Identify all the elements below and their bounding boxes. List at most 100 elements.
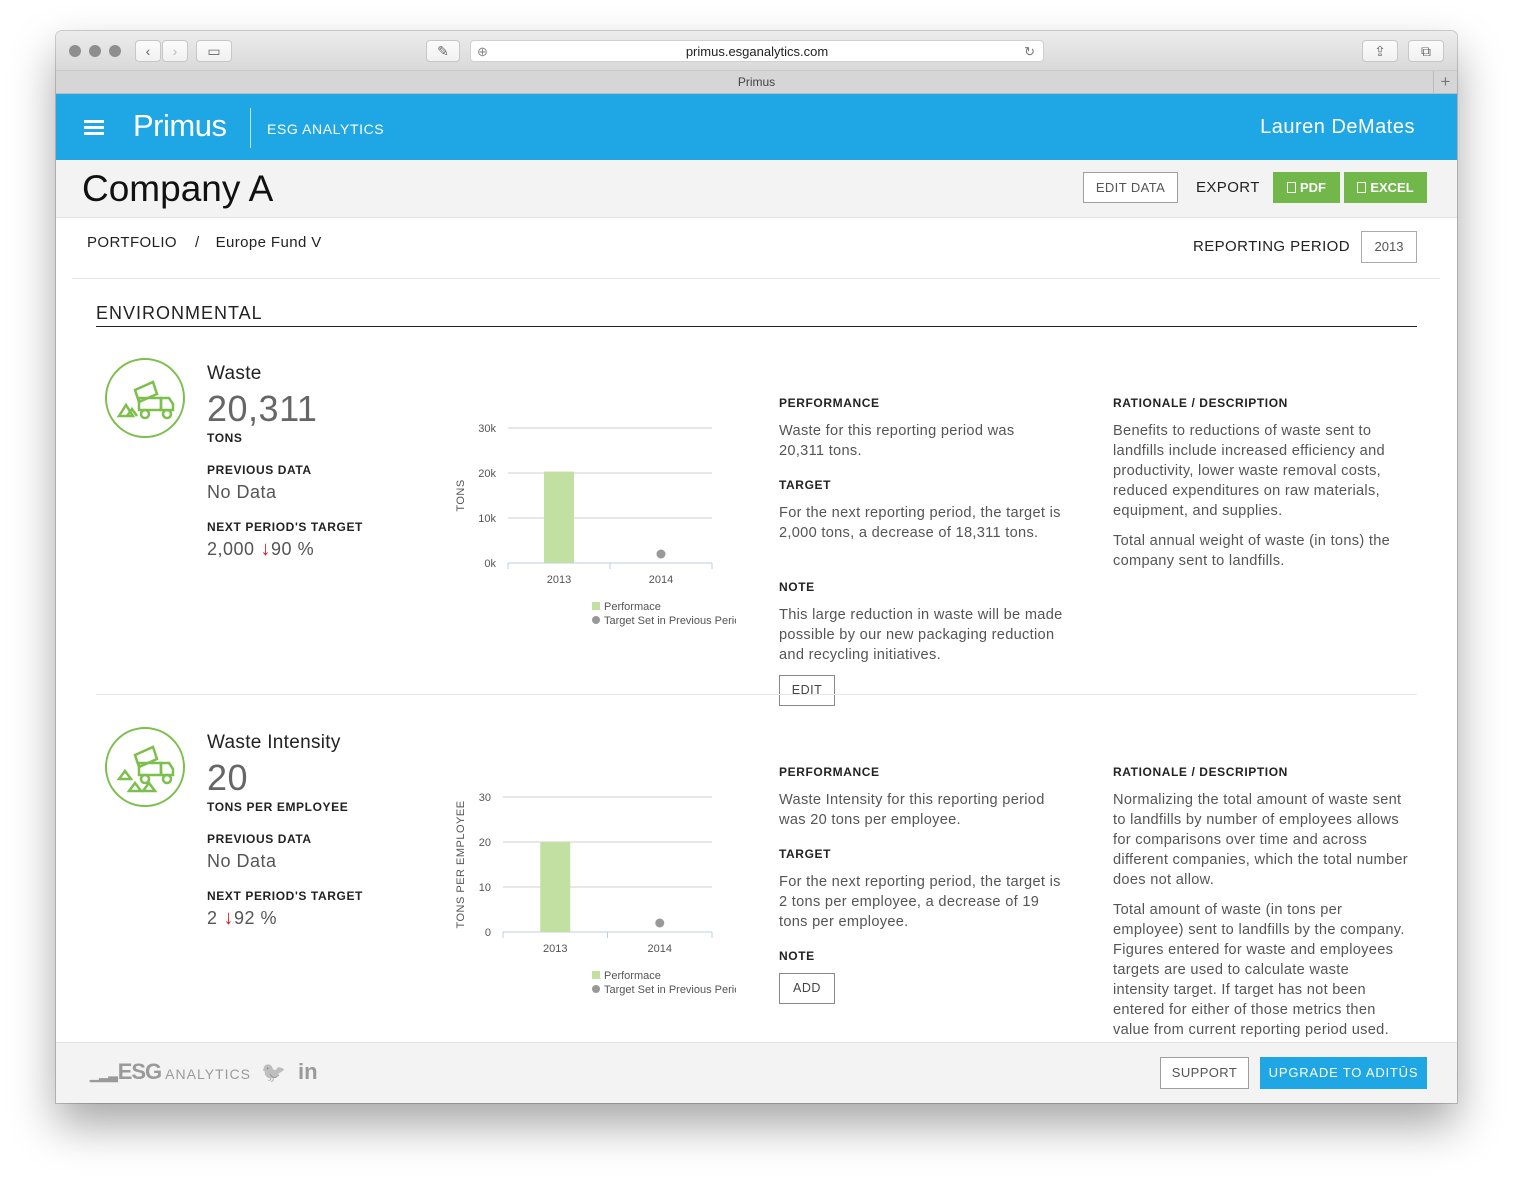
previous-data-value: No Data (207, 851, 277, 871)
legend-label: Target Set in Previous Period (604, 615, 736, 627)
note-text: This large reduction in waste will be ma… (779, 607, 1063, 663)
x-tick-label: 2013 (547, 574, 571, 586)
legend-label: Target Set in Previous Period (604, 984, 736, 996)
close-window-button[interactable] (69, 45, 81, 57)
y-axis-label: TONS PER EMPLOYEE (455, 800, 467, 928)
metric-unit: TONS PER EMPLOYEE (207, 800, 349, 814)
url-text: primus.esganalytics.com (685, 44, 829, 59)
export-pdf-button[interactable]: PDF (1273, 172, 1340, 203)
forward-button[interactable]: › (162, 40, 188, 62)
tabs-overview-button[interactable]: ⧉ (1408, 40, 1444, 62)
waste-intensity-icon (105, 727, 185, 807)
next-target-value: 2 (207, 908, 218, 928)
address-bar[interactable]: ⊕ primus.esganalytics.com ↻ (470, 40, 1044, 62)
waste-truck-icon (105, 358, 185, 438)
metric-value: 20 (207, 757, 249, 798)
next-target-change: 92 % (234, 908, 278, 928)
metric-name: Waste (207, 363, 262, 384)
performance-text: Waste Intensity for this reporting perio… (779, 792, 1045, 828)
next-target-label: NEXT PERIOD'S TARGET (207, 520, 363, 534)
performance-text: Waste for this reporting period was 20,3… (779, 423, 1015, 459)
y-tick-label: 0 (485, 927, 491, 939)
y-axis-label: TONS (455, 479, 467, 511)
section-title: ENVIRONMENTAL (96, 303, 263, 323)
target-text: For the next reporting period, the targe… (779, 874, 1061, 930)
linkedin-icon[interactable]: in (298, 1059, 318, 1084)
add-note-button[interactable]: ADD (779, 973, 835, 1004)
rationale-description: Total annual weight of waste (in tons) t… (1113, 533, 1391, 569)
new-tab-button[interactable]: + (1433, 71, 1457, 93)
rationale-heading: RATIONALE / DESCRIPTION (1113, 396, 1288, 410)
target-heading: TARGET (779, 847, 832, 861)
y-tick-label: 10k (478, 513, 496, 525)
back-button[interactable]: ‹ (135, 40, 161, 62)
app-header: Primus ESG ANALYTICS Lauren DeMates (56, 94, 1457, 160)
brand-logo[interactable]: Primus (133, 108, 227, 143)
legend-swatch (592, 971, 600, 979)
next-target-row: 2 ↓92 % (207, 908, 277, 929)
plus-circle-icon: ⊕ (477, 44, 488, 59)
support-button[interactable]: SUPPORT (1160, 1057, 1249, 1089)
next-target-change: 90 % (271, 539, 315, 559)
edit-note-button[interactable]: EDIT (779, 675, 835, 706)
browser-window: ‹ › ▭ ✎ ⊕ primus.esganalytics.com ↻ ⇪ ⧉ … (56, 31, 1457, 1103)
reader-button[interactable]: ✎ (426, 40, 460, 62)
twitter-icon[interactable]: 🐦 (261, 1062, 286, 1084)
section-divider (96, 326, 1417, 327)
breadcrumb-current: Europe Fund V (215, 234, 322, 251)
bar-2013 (540, 842, 571, 932)
breadcrumb-separator: / (195, 234, 200, 251)
note-heading: NOTE (779, 580, 815, 594)
logo-bars-icon: ▁▂▃ (90, 1068, 118, 1082)
legend-swatch (592, 616, 600, 624)
previous-data-value: No Data (207, 482, 277, 502)
brand-subtitle: ESG ANALYTICS (267, 121, 385, 137)
breadcrumb: PORTFOLIO / Europe Fund V (87, 234, 322, 251)
tab-bar: Primus + (56, 71, 1457, 94)
pdf-file-icon (1287, 182, 1296, 193)
rationale-heading: RATIONALE / DESCRIPTION (1113, 765, 1288, 779)
next-target-value: 2,000 (207, 539, 255, 559)
upgrade-button[interactable]: UPGRADE TO ADITŪS (1260, 1057, 1427, 1089)
brand-divider (250, 108, 251, 148)
rationale-description: Total amount of waste (in tons per emplo… (1113, 902, 1405, 1038)
y-tick-label: 20k (478, 468, 496, 480)
sidebar-toggle-button[interactable]: ▭ (196, 40, 232, 62)
reload-icon[interactable]: ↻ (1024, 44, 1035, 59)
rationale-text: Benefits to reductions of waste sent to … (1113, 423, 1385, 519)
target-heading: TARGET (779, 478, 832, 492)
metric-name: Waste Intensity (207, 732, 341, 753)
excel-file-icon (1357, 182, 1367, 193)
tab-title[interactable]: Primus (737, 75, 776, 89)
next-target-label: NEXT PERIOD'S TARGET (207, 889, 363, 903)
minimize-window-button[interactable] (89, 45, 101, 57)
arrow-down-icon: ↓ (223, 907, 235, 929)
esg-analytics-logo[interactable]: ▁▂▃ESG ANALYTICS (90, 1059, 251, 1085)
menu-icon[interactable] (84, 120, 104, 135)
metric-divider (96, 694, 1417, 695)
share-button[interactable]: ⇪ (1362, 40, 1398, 62)
arrow-down-icon: ↓ (260, 538, 272, 560)
company-header: Company A EDIT DATA EXPORT PDF EXCEL (56, 160, 1457, 218)
bar-2013 (544, 471, 574, 563)
performance-heading: PERFORMANCE (779, 396, 880, 410)
y-tick-label: 30k (478, 423, 496, 435)
user-name[interactable]: Lauren DeMates (1260, 116, 1415, 138)
metric-waste-intensity: Waste Intensity 20 TONS PER EMPLOYEE PRE… (96, 727, 1417, 1042)
browser-titlebar: ‹ › ▭ ✎ ⊕ primus.esganalytics.com ↻ ⇪ ⧉ (56, 31, 1457, 71)
edit-data-button[interactable]: EDIT DATA (1083, 172, 1178, 203)
target-text: For the next reporting period, the targe… (779, 505, 1061, 541)
logo-sub: ANALYTICS (165, 1066, 251, 1082)
logo-main: ESG (117, 1059, 162, 1084)
zoom-window-button[interactable] (109, 45, 121, 57)
y-tick-label: 10 (479, 882, 491, 894)
breadcrumb-portfolio[interactable]: PORTFOLIO (87, 234, 178, 251)
chevron-left-icon: ‹ (145, 43, 151, 59)
previous-data-label: PREVIOUS DATA (207, 463, 312, 477)
export-excel-button[interactable]: EXCEL (1344, 172, 1427, 203)
target-point-2014 (655, 918, 665, 928)
next-target-row: 2,000 ↓90 % (207, 539, 314, 560)
y-tick-label: 30 (479, 792, 491, 804)
reporting-period-select[interactable]: 2013 (1361, 231, 1417, 263)
y-tick-label: 20 (479, 837, 491, 849)
